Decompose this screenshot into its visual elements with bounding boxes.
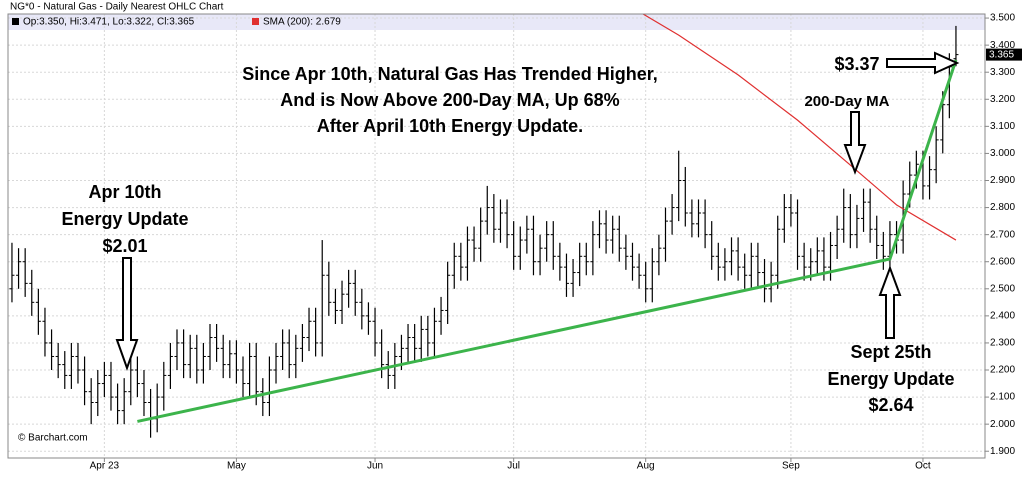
grid [8, 14, 985, 458]
arrow [115, 257, 139, 371]
y-tick-label: 2.300 [990, 338, 1015, 349]
marks [9, 14, 959, 438]
x-tick-label: May [227, 461, 246, 472]
plot-frame [7, 13, 986, 459]
chart-title: NG*0 - Natural Gas - Daily Nearest OHLC … [10, 2, 224, 13]
y-tick-label: 2.100 [990, 392, 1015, 403]
y-tick-label: 2.700 [990, 229, 1015, 240]
arrow [886, 51, 960, 75]
sma-line [641, 14, 957, 241]
arrow [843, 111, 867, 175]
legend-swatch [12, 18, 19, 25]
trend-line [137, 59, 958, 423]
y-tick-label: 3.200 [990, 94, 1015, 105]
y-tick-label: 2.000 [990, 419, 1015, 430]
x-tick-label: Jun [367, 461, 383, 472]
y-tick-label: 2.600 [990, 256, 1015, 267]
annotation: $2.01 [102, 236, 147, 256]
x-tick-label: Jul [507, 461, 520, 472]
legend-ohlc: Op:3.350, Hi:3.471, Lo:3.322, Cl:3.365 [23, 17, 195, 28]
legend-sma: SMA (200): 2.679 [263, 17, 341, 28]
last-price-box [986, 48, 1022, 61]
y-tick-label: 1.900 [990, 446, 1015, 457]
y-tick-label: 3.500 [990, 13, 1015, 24]
y-tick-label: 2.500 [990, 283, 1015, 294]
y-tick-label: 2.900 [990, 175, 1015, 186]
x-tick-label: Apr 23 [90, 461, 120, 472]
y-tick-label: 2.800 [990, 202, 1015, 213]
x-tick-label: Oct [915, 461, 931, 472]
y-tick-label: 3.100 [990, 121, 1015, 132]
annotation: $3.37 [834, 54, 879, 74]
annotation: And is Now Above 200-Day MA, Up 68% [280, 90, 619, 110]
annotation: Energy Update [827, 369, 954, 389]
annotation: 200-Day MA [804, 93, 889, 110]
arrow [878, 265, 902, 339]
annotation: Sept 25th [850, 342, 931, 362]
annotation: Energy Update [61, 209, 188, 229]
y-tick-label: 3.400 [990, 40, 1015, 51]
source: © Barchart.com [18, 433, 88, 444]
x-tick-label: Aug [637, 461, 655, 472]
y-tick-label: 3.000 [990, 148, 1015, 159]
y-tick-label: 2.400 [990, 311, 1015, 322]
legend-swatch [252, 18, 259, 25]
annotation: After April 10th Energy Update. [317, 116, 583, 136]
last-price-label: 3.365 [989, 49, 1014, 60]
annotation: Apr 10th [88, 182, 161, 202]
annotation: $2.64 [868, 395, 913, 415]
x-tick-label: Sep [782, 461, 800, 472]
y-tick-label: 2.200 [990, 365, 1015, 376]
y-tick-label: 3.300 [990, 67, 1015, 78]
annotation: Since Apr 10th, Natural Gas Has Trended … [242, 64, 657, 84]
